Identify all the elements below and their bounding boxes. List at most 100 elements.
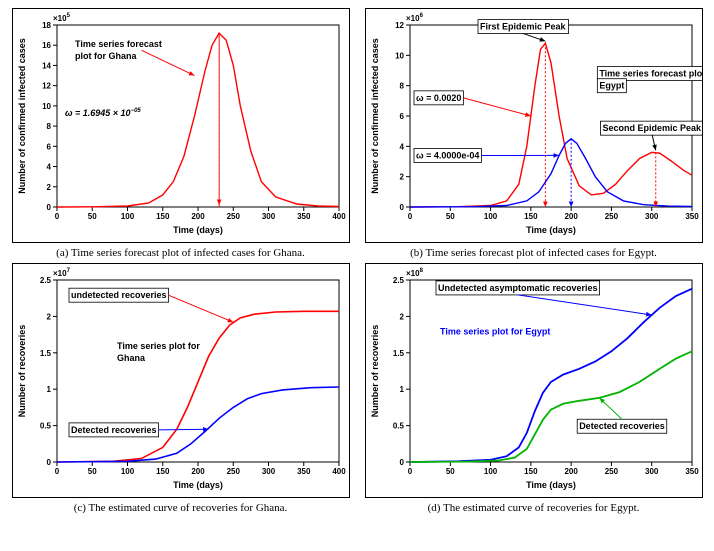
- svg-text:×106: ×106: [406, 13, 424, 23]
- svg-text:250: 250: [226, 212, 240, 221]
- svg-text:First Epidemic Peak: First Epidemic Peak: [480, 22, 567, 32]
- svg-text:Time series forecast: Time series forecast: [75, 39, 162, 49]
- svg-text:2.5: 2.5: [39, 276, 51, 285]
- svg-text:Detected recoveries: Detected recoveries: [579, 421, 665, 431]
- panel-d: 0 50 100 150 200 250 300 350 0 0.5 1 1.5 2 2.5 Time (d…: [361, 263, 706, 514]
- svg-text:50: 50: [87, 467, 96, 476]
- svg-text:1.5: 1.5: [39, 349, 51, 358]
- svg-text:0: 0: [46, 458, 51, 467]
- svg-text:200: 200: [191, 212, 205, 221]
- svg-text:Time series plot for Egypt: Time series plot for Egypt: [440, 327, 550, 337]
- svg-text:×108: ×108: [406, 268, 424, 278]
- svg-text:18: 18: [42, 21, 51, 30]
- svg-text:0: 0: [399, 458, 404, 467]
- svg-text:50: 50: [445, 212, 454, 221]
- svg-text:0.5: 0.5: [392, 422, 404, 431]
- svg-text:8: 8: [399, 82, 404, 91]
- svg-text:Number of recoveries: Number of recoveries: [370, 325, 380, 418]
- svg-text:300: 300: [261, 467, 275, 476]
- svg-text:10: 10: [42, 102, 51, 111]
- svg-text:Detected recoveries: Detected recoveries: [71, 425, 157, 435]
- svg-text:100: 100: [120, 212, 134, 221]
- svg-text:14: 14: [42, 61, 51, 70]
- svg-text:150: 150: [524, 212, 538, 221]
- svg-text:Second Epidemic Peak: Second Epidemic Peak: [602, 123, 702, 133]
- plot-b: 050100150200250300350024681012Time (days…: [365, 8, 703, 243]
- plot-c: 05010015020025030035040000.511.522.5Time…: [12, 263, 350, 498]
- svg-text:×107: ×107: [53, 268, 71, 278]
- svg-text:Egypt: Egypt: [599, 81, 624, 91]
- svg-text:100: 100: [483, 467, 497, 476]
- svg-text:0: 0: [46, 203, 51, 212]
- svg-text:2.5: 2.5: [392, 276, 404, 285]
- svg-text:12: 12: [42, 82, 51, 91]
- svg-text:2: 2: [399, 312, 404, 321]
- svg-text:ω = 4.0000e-04: ω = 4.0000e-04: [416, 150, 479, 160]
- svg-text:Time (days): Time (days): [526, 225, 576, 235]
- svg-text:4: 4: [46, 163, 51, 172]
- svg-text:300: 300: [645, 467, 659, 476]
- svg-text:50: 50: [87, 212, 96, 221]
- svg-text:0: 0: [54, 467, 59, 476]
- svg-text:Time (days): Time (days): [173, 480, 223, 490]
- svg-text:12: 12: [395, 21, 404, 30]
- svg-text:350: 350: [685, 467, 699, 476]
- svg-text:16: 16: [42, 41, 51, 50]
- svg-text:1: 1: [46, 385, 51, 394]
- caption-d: (d) The estimated curve of recoveries fo…: [428, 502, 640, 514]
- svg-text:200: 200: [564, 212, 578, 221]
- svg-text:350: 350: [297, 212, 311, 221]
- svg-text:8: 8: [46, 122, 51, 131]
- svg-text:300: 300: [261, 212, 275, 221]
- svg-text:0: 0: [407, 467, 412, 476]
- svg-text:Ghana: Ghana: [117, 353, 146, 363]
- svg-text:Time series forecast plot for: Time series forecast plot for: [599, 69, 702, 79]
- svg-text:ω = 0.0020: ω = 0.0020: [416, 93, 461, 103]
- svg-text:0: 0: [407, 212, 412, 221]
- svg-text:350: 350: [685, 212, 699, 221]
- svg-text:250: 250: [604, 467, 618, 476]
- svg-text:6: 6: [399, 112, 404, 121]
- svg-text:0: 0: [399, 203, 404, 212]
- svg-text:6: 6: [46, 142, 51, 151]
- svg-text:Undetected asymptomatic recove: Undetected asymptomatic recoveries: [438, 283, 598, 293]
- svg-text:1: 1: [399, 385, 404, 394]
- svg-text:2: 2: [46, 183, 51, 192]
- svg-text:Time (days): Time (days): [173, 225, 223, 235]
- svg-text:50: 50: [445, 467, 454, 476]
- svg-text:250: 250: [226, 467, 240, 476]
- svg-text:×105: ×105: [53, 13, 71, 23]
- plot-a: 0 50 100 150 200 250 300 350 400 0 2 4 6 8 10 12 14 16 18 T…: [12, 8, 350, 243]
- svg-text:plot for Ghana: plot for Ghana: [75, 51, 137, 61]
- svg-text:Time series plot for: Time series plot for: [117, 341, 200, 351]
- svg-text:400: 400: [332, 212, 346, 221]
- caption-a: (a) Time series forecast plot of infecte…: [56, 247, 305, 259]
- svg-text:100: 100: [483, 212, 497, 221]
- svg-text:0: 0: [54, 212, 59, 221]
- panel-b: 050100150200250300350024681012Time (days…: [361, 8, 706, 259]
- svg-text:300: 300: [645, 212, 659, 221]
- svg-text:10: 10: [395, 51, 404, 60]
- svg-text:2: 2: [399, 173, 404, 182]
- caption-b: (b) Time series forecast plot of infecte…: [410, 247, 657, 259]
- svg-text:2: 2: [46, 312, 51, 321]
- svg-text:150: 150: [524, 467, 538, 476]
- svg-text:0.5: 0.5: [39, 422, 51, 431]
- svg-text:150: 150: [156, 467, 170, 476]
- svg-text:150: 150: [156, 212, 170, 221]
- caption-c: (c) The estimated curve of recoveries fo…: [74, 502, 288, 514]
- svg-text:Number of confirmed infected c: Number of confirmed infected cases: [370, 38, 380, 194]
- svg-text:200: 200: [564, 467, 578, 476]
- panel-c: 05010015020025030035040000.511.522.5Time…: [8, 263, 353, 514]
- svg-text:350: 350: [297, 467, 311, 476]
- figure-grid: 050100150200250300350400024681012141618T…: [8, 8, 706, 514]
- svg-text:400: 400: [332, 467, 346, 476]
- svg-text:200: 200: [191, 467, 205, 476]
- svg-text:Time (days): Time (days): [526, 480, 576, 490]
- plot-d: 0 50 100 150 200 250 300 350 0 0.5 1 1.5 2 2.5 Time (d…: [365, 263, 703, 498]
- svg-text:1.5: 1.5: [392, 349, 404, 358]
- svg-text:250: 250: [604, 212, 618, 221]
- svg-text:ω = 1.6945 × 10−05: ω = 1.6945 × 10−05: [65, 108, 141, 118]
- panel-a: 0 50 100 150 200 250 300 350 400 0 2 4 6 8 10 12 14 16 18 T…: [8, 8, 353, 259]
- svg-text:Number of confirmed infected c: Number of confirmed infected cases: [17, 38, 27, 194]
